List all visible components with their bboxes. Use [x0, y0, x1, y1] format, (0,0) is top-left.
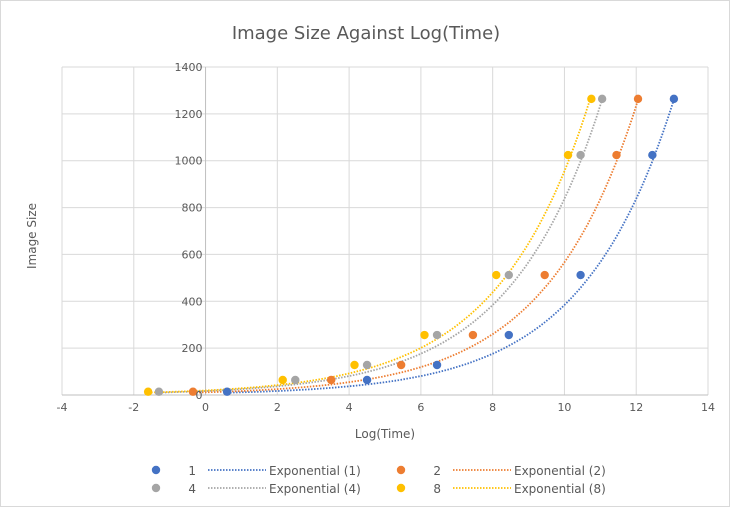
trendline-1	[227, 99, 675, 394]
y-tick-label: 1000	[175, 155, 203, 168]
y-tick-label: 200	[182, 342, 203, 355]
point-series-8	[587, 94, 596, 104]
point-series-1	[648, 150, 657, 160]
point-series-4	[597, 94, 607, 104]
chart-title: Image Size Against Log(Time)	[232, 23, 500, 44]
legend-label-1: 1	[188, 464, 196, 478]
x-tick-label: 0	[202, 401, 209, 414]
y-tick-label: 1400	[175, 61, 203, 74]
point-series-1	[576, 270, 585, 280]
point-series-8	[420, 330, 429, 340]
point-series-4	[291, 375, 300, 385]
x-tick-label: 4	[346, 401, 353, 414]
trendline-2	[192, 99, 639, 394]
point-series-8	[143, 387, 153, 396]
trendline-4	[158, 99, 603, 394]
legend-label-8: 8	[433, 482, 441, 496]
x-tick-label: 14	[701, 401, 715, 414]
y-tick-label: 0	[196, 389, 203, 402]
legend-trend-label-1: Exponential (1)	[269, 464, 361, 478]
axes	[62, 67, 708, 396]
x-tick-label: -4	[57, 401, 68, 414]
x-axis-label: Log(Time)	[355, 427, 415, 441]
trendlines	[148, 94, 675, 394]
y-tick-labels: 0 200 400 600 800 1000 1200 1400	[175, 61, 203, 402]
point-series-4	[432, 330, 442, 340]
legend: 1 Exponential (1) 2 Exponential (2) 4 Exponen…	[151, 464, 606, 496]
legend-label-2: 2	[433, 464, 441, 478]
legend-trend-label-2: Exponential (2)	[514, 464, 606, 478]
x-tick-label: -2	[128, 401, 139, 414]
point-series-2	[468, 330, 478, 340]
point-series-2	[326, 375, 336, 385]
point-series-2	[188, 387, 198, 396]
point-series-1	[669, 94, 679, 104]
point-series-8	[350, 360, 359, 370]
point-series-4	[504, 270, 514, 280]
y-tick-label: 800	[182, 202, 203, 215]
point-series-2	[396, 360, 406, 370]
legend-marker-4	[151, 483, 161, 493]
point-series-4	[154, 387, 164, 396]
legend-trend-label-4: Exponential (4)	[269, 482, 361, 496]
point-series-1	[432, 360, 442, 370]
x-tick-label: 2	[274, 401, 281, 414]
x-tick-label: 12	[629, 401, 643, 414]
x-tick-label: 6	[417, 401, 424, 414]
x-tick-label: 10	[557, 401, 571, 414]
x-tick-labels: -4 -2 0 2 4 6 8 10 12 14	[57, 401, 715, 414]
point-series-2	[540, 270, 549, 280]
y-tick-label: 1200	[175, 108, 203, 121]
point-series-2	[612, 150, 621, 160]
y-tick-label: 400	[182, 295, 203, 308]
gridlines	[61, 66, 709, 395]
point-series-2	[633, 94, 643, 104]
legend-trend-label-8: Exponential (8)	[514, 482, 606, 496]
legend-marker-1	[151, 465, 161, 475]
point-series-1	[362, 375, 372, 385]
x-tick-label: 8	[489, 401, 496, 414]
point-series-8	[278, 375, 287, 385]
y-tick-label: 600	[182, 248, 203, 261]
data-points	[143, 94, 679, 396]
legend-marker-8	[396, 483, 406, 493]
y-axis-label: Image Size	[25, 203, 39, 269]
point-series-1	[504, 330, 514, 340]
point-series-8	[492, 270, 501, 280]
point-series-4	[362, 360, 372, 370]
point-series-4	[576, 150, 585, 160]
point-series-8	[563, 150, 573, 160]
point-series-1	[222, 387, 232, 396]
legend-label-4: 4	[188, 482, 196, 496]
legend-marker-2	[396, 465, 406, 475]
